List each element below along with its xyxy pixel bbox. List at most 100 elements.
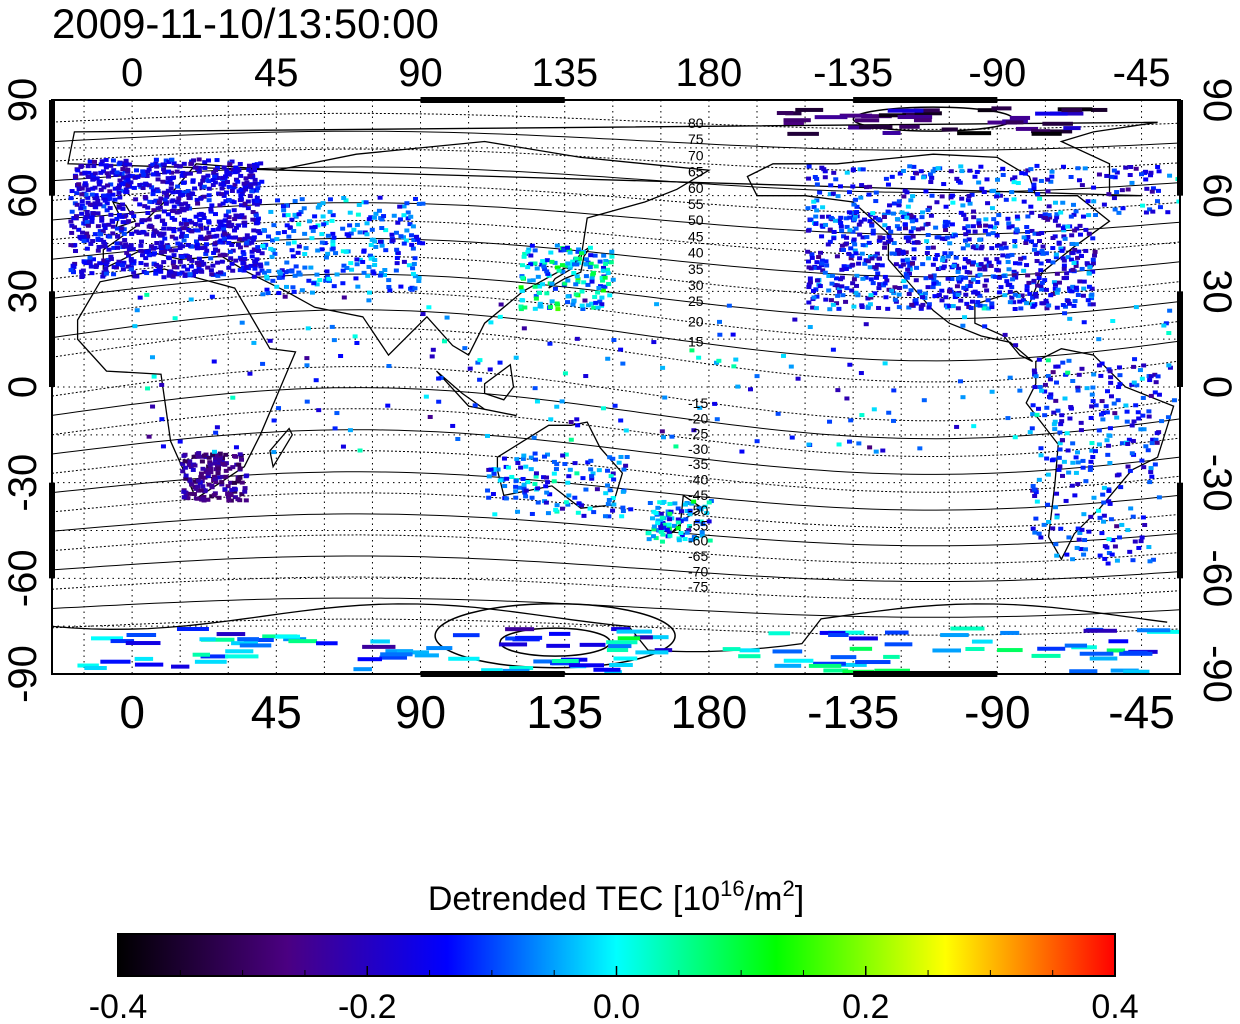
tec-point	[532, 451, 538, 456]
tec-point	[330, 213, 336, 218]
tec-point	[1110, 538, 1116, 543]
tec-point	[897, 171, 903, 176]
tec-point	[1037, 385, 1043, 390]
tec-point	[862, 261, 868, 266]
tec-point	[809, 252, 815, 257]
tec-point	[1087, 467, 1093, 472]
tec-point	[1106, 537, 1112, 542]
tec-point	[1099, 361, 1105, 366]
tec-point	[564, 263, 570, 268]
tec-point	[101, 258, 107, 263]
tec-point	[885, 182, 891, 187]
tec-point	[984, 288, 990, 293]
tec-point	[988, 263, 994, 268]
tec-point	[1089, 392, 1095, 397]
tec-point	[610, 277, 616, 282]
tec-point	[896, 226, 902, 231]
tec-point	[288, 639, 318, 644]
tec-point	[948, 169, 954, 174]
tec-point	[187, 206, 193, 211]
x-tick-top-label: 45	[254, 51, 299, 95]
tec-point	[279, 268, 285, 273]
tec-point	[417, 240, 423, 245]
tec-point	[212, 180, 218, 185]
tec-point	[413, 234, 419, 239]
tec-point	[174, 265, 180, 270]
tec-point	[236, 237, 242, 242]
tec-point	[1006, 221, 1012, 226]
tec-point	[232, 217, 238, 222]
tec-point	[396, 650, 430, 655]
tec-point	[217, 203, 223, 208]
tec-point	[902, 188, 908, 193]
tec-point	[97, 229, 103, 234]
tec-point	[549, 259, 555, 264]
tec-point	[1100, 417, 1106, 422]
tec-point	[1071, 303, 1077, 308]
tec-point	[646, 530, 652, 535]
tec-point	[194, 659, 227, 664]
tec-point	[834, 254, 840, 259]
tec-point	[754, 374, 760, 379]
tec-point	[590, 271, 596, 276]
tec-point	[89, 219, 95, 224]
tec-point	[1050, 526, 1056, 531]
x-tick-bottom-label: 180	[671, 686, 748, 738]
tec-point	[282, 294, 288, 299]
tec-point	[521, 254, 527, 259]
tec-point	[814, 198, 820, 203]
tec-point	[959, 169, 965, 174]
tec-point	[1155, 188, 1161, 193]
tec-point	[171, 204, 177, 209]
tec-point	[1070, 241, 1076, 246]
tec-point	[1066, 286, 1072, 291]
tec-point	[623, 428, 629, 433]
tec-point	[208, 256, 214, 261]
tec-point	[868, 293, 874, 298]
tec-point	[1003, 197, 1009, 202]
tec-point	[548, 417, 554, 422]
tec-point	[1054, 271, 1060, 276]
tec-point	[813, 265, 819, 270]
tec-point	[188, 464, 194, 469]
tec-point	[529, 495, 535, 500]
tec-point	[834, 283, 840, 288]
tec-point	[1091, 107, 1108, 112]
tec-point	[566, 493, 572, 498]
tec-point	[890, 211, 896, 216]
tec-point	[990, 231, 996, 236]
y-tick-right-label: 60	[1195, 173, 1239, 218]
tec-point	[1031, 303, 1037, 308]
tec-point	[868, 295, 874, 300]
tec-point	[1030, 484, 1036, 489]
tec-point	[319, 247, 325, 252]
tec-point	[608, 260, 614, 265]
tec-point	[255, 186, 261, 191]
tec-point	[363, 200, 369, 205]
tec-point	[1088, 459, 1094, 464]
tec-point	[1034, 163, 1040, 168]
tec-point	[486, 474, 492, 479]
tec-point	[101, 239, 107, 244]
tec-point	[190, 179, 196, 184]
tec-point	[302, 252, 308, 256]
tec-point	[1186, 186, 1191, 190]
tec-point	[198, 471, 204, 476]
tec-point	[537, 284, 543, 289]
tec-point	[201, 261, 207, 266]
tec-point	[1012, 244, 1018, 249]
tec-point	[104, 208, 110, 213]
tec-point	[108, 257, 114, 262]
tec-point	[892, 285, 898, 290]
tec-point	[114, 241, 120, 246]
tec-point	[226, 235, 232, 240]
tec-point	[963, 232, 969, 237]
tec-point	[264, 274, 270, 279]
tec-point	[572, 461, 578, 466]
tec-point	[1006, 267, 1012, 272]
tec-point	[896, 203, 902, 208]
tec-point	[264, 261, 270, 266]
tec-point	[870, 211, 876, 216]
tec-point	[570, 259, 576, 264]
tec-point	[884, 630, 909, 635]
